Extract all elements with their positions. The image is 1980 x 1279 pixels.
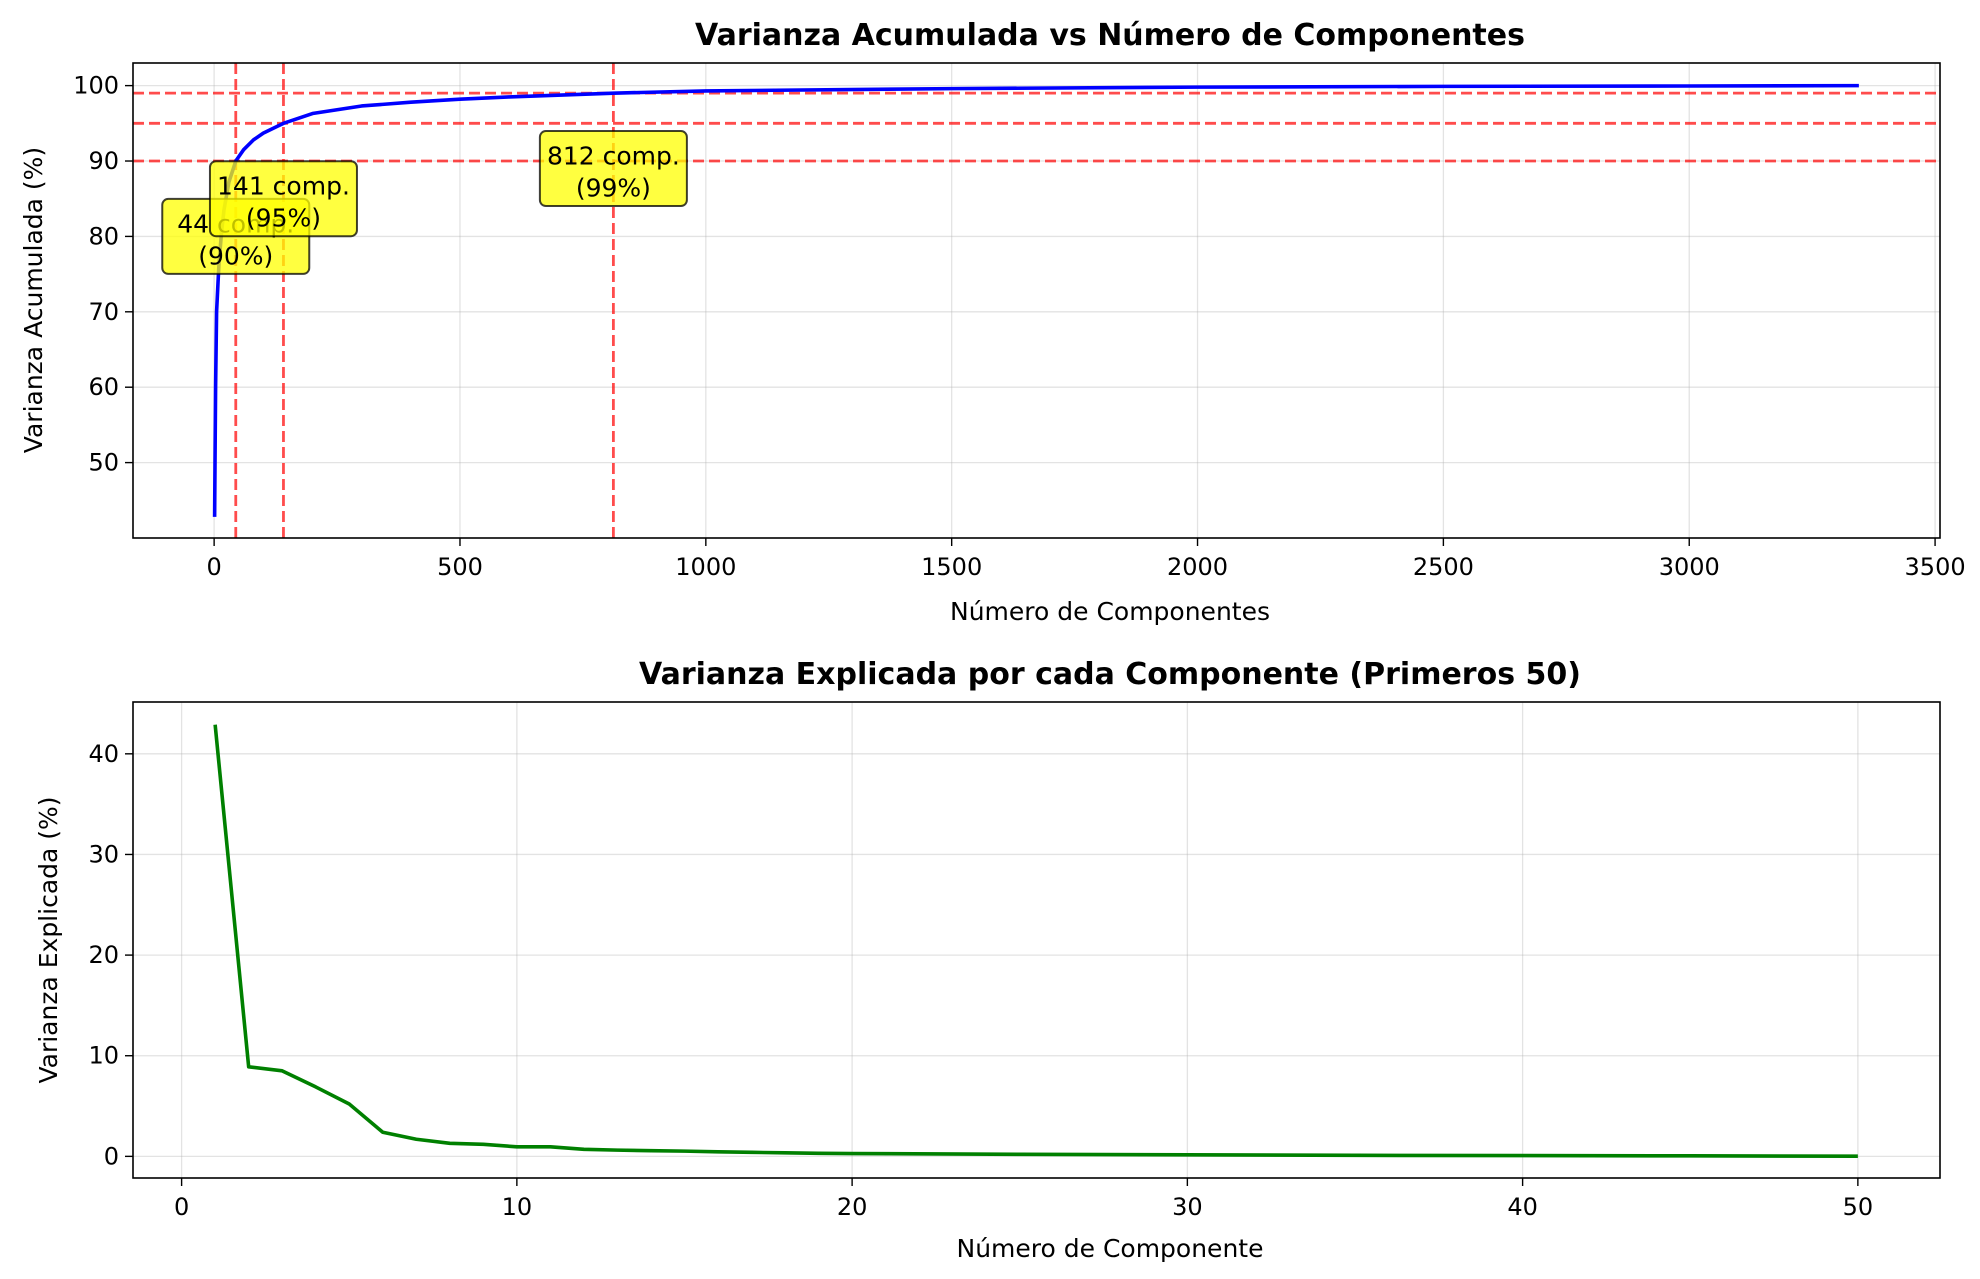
annotation-box: 141 comp. (95%) [208,160,358,238]
y-tick-label: 20 [88,941,119,969]
chart-title: Varianza Acumulada vs Número de Componen… [695,18,1525,53]
x-axis-label: Número de Componente [957,1234,1264,1263]
y-tick-label: 90 [88,147,119,175]
y-tick-label: 10 [88,1042,119,1070]
y-axis-label: Varianza Explicada (%) [34,796,63,1083]
chart-title: Varianza Explicada por cada Componente (… [639,657,1581,692]
y-tick-label: 80 [88,222,119,250]
ticks: 0 500 1000 1500 2000 2500 3000 3500 50 60 70 80 90 10… [73,72,1965,581]
y-tick-label: 40 [88,740,119,768]
plot-frame [132,701,1941,1179]
y-tick-label: 60 [88,373,119,401]
series-line [213,724,1858,1158]
annotation-box: 812 comp. (99%) [538,130,688,208]
series-lines [213,724,1858,1158]
grid [133,63,1940,538]
x-tick-label: 500 [437,553,483,581]
y-tick-label: 0 [104,1142,119,1170]
grid [133,702,1940,1178]
x-tick-label: 1000 [675,553,736,581]
ticks: 0 10 20 30 40 50 0 10 20 30 40 [88,740,1873,1221]
threshold-lines [133,63,1940,538]
x-tick-label: 1500 [921,553,982,581]
x-tick-label: 3000 [1659,553,1720,581]
x-tick-label: 10 [502,1193,533,1221]
series-line [212,83,1859,517]
annotation-value: (95%) [246,204,321,233]
annotation-background [538,130,688,208]
annotation-value: (99%) [576,174,651,203]
series-lines [212,83,1859,517]
x-tick-label: 3500 [1905,553,1966,581]
x-axis-label: Número de Componentes [950,597,1270,626]
annotation-background [208,160,358,238]
plot-frame [132,62,1941,539]
x-tick-label: 0 [174,1193,189,1221]
x-tick-label: 30 [1172,1193,1203,1221]
annotations: 44 comp.(90%)141 comp.(95%)812 comp.(99%… [161,130,688,275]
y-tick-label: 30 [88,840,119,868]
explained-variance-chart: Varianza Explicada por cada Componente (… [34,657,1941,1263]
x-tick-label: 0 [206,553,221,581]
x-tick-label: 40 [1507,1193,1538,1221]
x-tick-label: 50 [1843,1193,1874,1221]
x-tick-label: 2000 [1167,553,1228,581]
y-tick-label: 70 [88,298,119,326]
annotation-label: 812 comp. [547,142,680,171]
x-tick-label: 2500 [1413,553,1474,581]
x-tick-label: 20 [837,1193,868,1221]
annotation-label: 141 comp. [217,172,350,201]
y-tick-label: 100 [73,72,119,100]
y-axis-label: Varianza Acumulada (%) [19,147,48,453]
y-tick-label: 50 [88,449,119,477]
cumulative-variance-chart: Varianza Acumulada vs Número de Componen… [19,18,1966,626]
annotation-value: (90%) [198,241,273,270]
